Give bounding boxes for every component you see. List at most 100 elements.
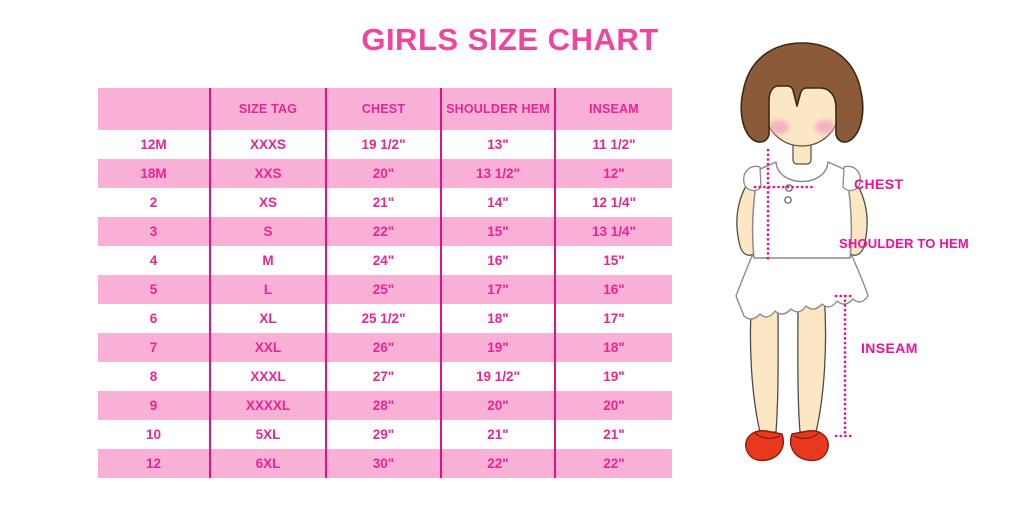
table-cell: 25 1/2" — [325, 304, 441, 333]
table-cell: 12 1/4" — [554, 188, 672, 217]
ruffle-sleeve-right — [842, 165, 861, 192]
chest-measurement-label: CHEST — [854, 176, 904, 192]
table-cell: 18M — [98, 159, 210, 188]
table-cell: 21" — [440, 420, 555, 449]
table-body: 12M XXXS 19 1/2" 13" 11 1/2" 18M XXS 20" 13 1/2"… — [98, 130, 672, 478]
table-cell: 15" — [554, 246, 672, 275]
table-cell: 28" — [325, 391, 441, 420]
table-cell: 13 1/4" — [554, 217, 672, 246]
table-cell: 6 — [149, 311, 158, 326]
table-cell: 21" — [325, 188, 441, 217]
blush-right — [815, 120, 835, 134]
top-button-2 — [784, 196, 792, 204]
table-row: 12 6XL 30" 22" 22" — [98, 449, 672, 478]
table-cell: 20" — [325, 159, 441, 188]
girl-leg-right — [797, 291, 827, 433]
table-cell: 11 1/2" — [554, 130, 672, 159]
table-cell: 12M — [140, 137, 167, 152]
top-button-1 — [785, 184, 793, 192]
table-row: 3 S 22" 15" 13 1/4" — [98, 217, 672, 246]
table-cell: 20" — [440, 391, 555, 420]
size-table: SIZE TAG CHEST SHOULDER HEM INSEAM 12M XXXS 1… — [98, 88, 672, 478]
table-cell: 16" — [554, 275, 672, 304]
column-header-shoulder-hem: SHOULDER HEM — [440, 88, 555, 130]
table-row: 9 XXXXL 28" 20" 20" — [98, 391, 672, 420]
table-cell: 16" — [440, 246, 555, 275]
table-cell: 17" — [554, 304, 672, 333]
table-cell: 29" — [325, 420, 441, 449]
table-row: 4 M 24" 16" 15" — [98, 246, 672, 275]
table-cell: 19" — [554, 362, 672, 391]
table-cell: 21" — [554, 420, 672, 449]
table-cell: 26" — [325, 333, 441, 362]
girl-hair — [740, 42, 864, 143]
table-cell: M — [209, 246, 326, 275]
table-row: 5 L 25" 17" 16" — [98, 275, 672, 304]
shoe-strap-left — [754, 432, 781, 440]
table-cell: 30" — [325, 449, 441, 478]
table-cell: 12 — [98, 449, 210, 478]
table-cell: 9 — [98, 391, 210, 420]
column-header-inseam: INSEAM — [554, 88, 672, 130]
table-cell: 8 — [149, 369, 158, 384]
girl-shoe-left — [745, 430, 785, 462]
column-header-chest: CHEST — [325, 88, 441, 130]
table-cell: XL — [209, 304, 326, 333]
table-cell: 22" — [325, 217, 441, 246]
table-cell: 12" — [554, 159, 672, 188]
table-cell: 10 — [145, 427, 162, 442]
shoulder-to-hem-measurement-label: SHOULDER TO HEM — [839, 236, 969, 251]
measurement-figure: CHEST SHOULDER TO HEM INSEAM — [694, 0, 1024, 512]
girl-skirt — [735, 255, 869, 320]
table-cell: XS — [209, 188, 326, 217]
inseam-measurement-label: INSEAM — [861, 340, 918, 356]
blush-left — [769, 120, 789, 134]
table-cell: 5XL — [209, 420, 326, 449]
table-row: 8 XXXL 27" 19 1/2" 19" — [98, 362, 672, 391]
table-cell: XXXL — [209, 362, 326, 391]
table-row: 12M XXXS 19 1/2" 13" 11 1/2" — [98, 130, 672, 159]
page-title: GIRLS SIZE CHART — [361, 22, 659, 57]
table-row: 6 XL 25 1/2" 18" 17" — [98, 304, 672, 333]
column-header-size-tag: SIZE TAG — [209, 88, 326, 130]
table-cell: 4 — [149, 253, 158, 268]
table-cell: 14" — [440, 188, 555, 217]
table-cell: 24" — [325, 246, 441, 275]
girl-illustration — [735, 42, 869, 462]
table-row: 7 XXL 26" 19" 18" — [98, 333, 672, 362]
table-cell: XXXS — [209, 130, 326, 159]
table-cell: 18" — [554, 333, 672, 362]
girl-top — [751, 161, 853, 259]
table-cell: 22" — [440, 449, 555, 478]
table-cell: 19 1/2" — [440, 362, 555, 391]
ruffle-sleeve-left — [743, 165, 762, 192]
table-cell: 7 — [98, 333, 210, 362]
table-cell: 25" — [325, 275, 441, 304]
table-row: 10 5XL 29" 21" 21" — [98, 420, 672, 449]
table-row: 2 XS 21" 14" 12 1/4" — [98, 188, 672, 217]
table-cell: L — [209, 275, 326, 304]
shoe-strap-right — [793, 432, 820, 440]
table-cell: 20" — [554, 391, 672, 420]
girl-leg-left — [749, 291, 779, 433]
table-cell: 18" — [440, 304, 555, 333]
table-cell: 6XL — [209, 449, 326, 478]
table-cell: 15" — [440, 217, 555, 246]
table-cell: S — [209, 217, 326, 246]
table-cell: XXL — [209, 333, 326, 362]
table-header-row: SIZE TAG CHEST SHOULDER HEM INSEAM — [98, 88, 672, 130]
table-cell: 13" — [440, 130, 555, 159]
table-cell: 19 1/2" — [325, 130, 441, 159]
table-cell: 5 — [98, 275, 210, 304]
table-row: 18M XXS 20" 13 1/2" 12" — [98, 159, 672, 188]
table-cell: XXXXL — [209, 391, 326, 420]
table-cell: 13 1/2" — [440, 159, 555, 188]
table-cell: 27" — [325, 362, 441, 391]
table-cell: XXS — [209, 159, 326, 188]
girl-shoe-right — [789, 430, 829, 462]
table-cell: 17" — [440, 275, 555, 304]
table-cell: 22" — [554, 449, 672, 478]
table-cell: 19" — [440, 333, 555, 362]
column-header-size — [98, 88, 210, 130]
